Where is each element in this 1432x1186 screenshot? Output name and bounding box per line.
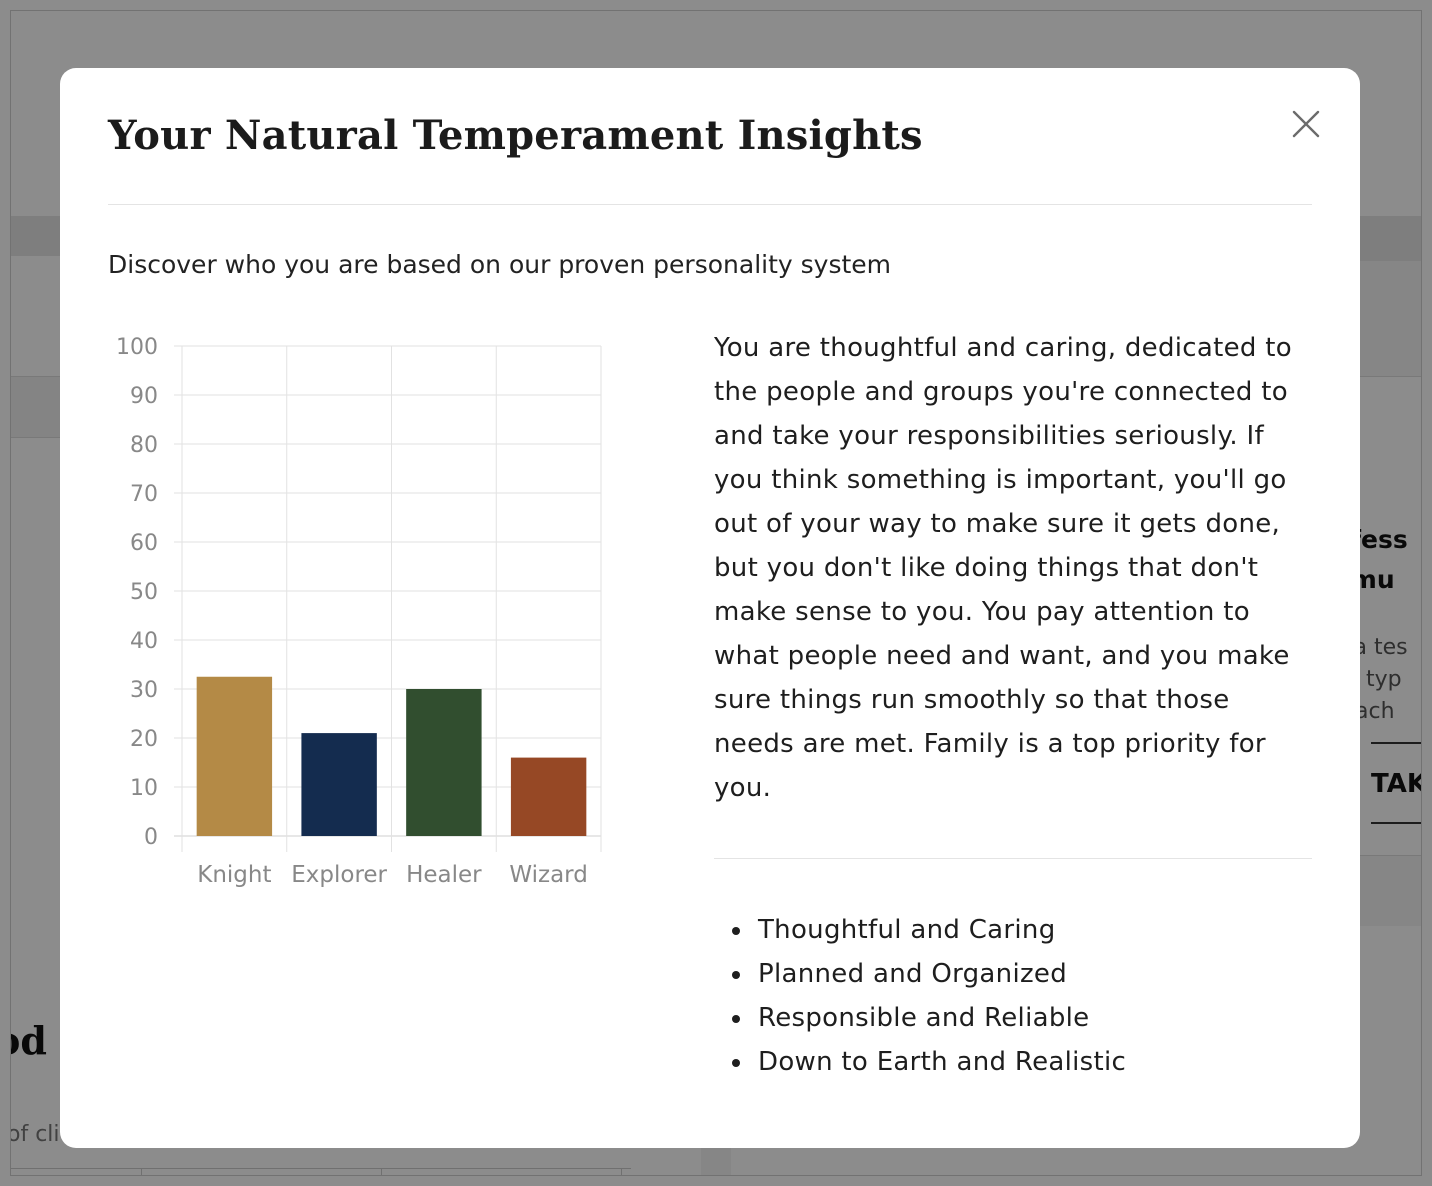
- y-tick-label: 80: [130, 433, 158, 458]
- title-divider: [108, 204, 1312, 205]
- y-tick-label: 0: [144, 825, 158, 850]
- x-tick-label: Healer: [406, 862, 482, 888]
- modal-title: Your Natural Temperament Insights: [108, 112, 923, 159]
- traits-list: Thoughtful and Caring Planned and Organi…: [754, 908, 1126, 1084]
- background-section-heading: od: [11, 1018, 47, 1063]
- temperament-description: You are thoughtful and caring, dedicated…: [714, 333, 1292, 803]
- y-tick-label: 30: [130, 678, 158, 703]
- y-tick-label: 90: [130, 384, 158, 409]
- background-take-button: TAKE: [1371, 769, 1421, 799]
- x-tick-label: Explorer: [291, 862, 387, 888]
- bar-wizard: [510, 757, 587, 836]
- description-divider: [714, 858, 1312, 859]
- bar-healer: [406, 689, 482, 836]
- background-section-text: of cli: [10, 1122, 60, 1147]
- close-button[interactable]: [1286, 104, 1326, 144]
- trait-item: Thoughtful and Caring: [754, 908, 1126, 952]
- background-table-edge: [11, 1168, 631, 1175]
- background-card-divider: [1371, 822, 1421, 824]
- y-tick-label: 100: [116, 335, 158, 360]
- trait-item: Responsible and Reliable: [754, 996, 1126, 1040]
- trait-item: Down to Earth and Realistic: [754, 1040, 1126, 1084]
- modal-subtitle: Discover who you are based on our proven…: [108, 250, 892, 279]
- temperament-bar-chart: 0 10 20 30 40 50 60 70 80 90 100 Knight Explorer Heal…: [116, 335, 602, 888]
- background-card-divider: [1371, 742, 1421, 744]
- x-tick-label: Knight: [197, 862, 271, 888]
- trait-item: Planned and Organized: [754, 952, 1126, 996]
- y-tick-label: 70: [130, 482, 158, 507]
- close-icon[interactable]: [1286, 104, 1326, 144]
- y-tick-label: 40: [130, 629, 158, 654]
- y-tick-label: 10: [130, 776, 158, 801]
- y-tick-label: 20: [130, 727, 158, 752]
- bar-knight: [196, 676, 273, 836]
- y-tick-label: 50: [130, 580, 158, 605]
- insights-modal: Your Natural Temperament Insights Discov…: [60, 68, 1360, 1148]
- bar-explorer: [301, 733, 377, 836]
- y-tick-label: 60: [130, 531, 158, 556]
- x-tick-label: Wizard: [509, 862, 587, 888]
